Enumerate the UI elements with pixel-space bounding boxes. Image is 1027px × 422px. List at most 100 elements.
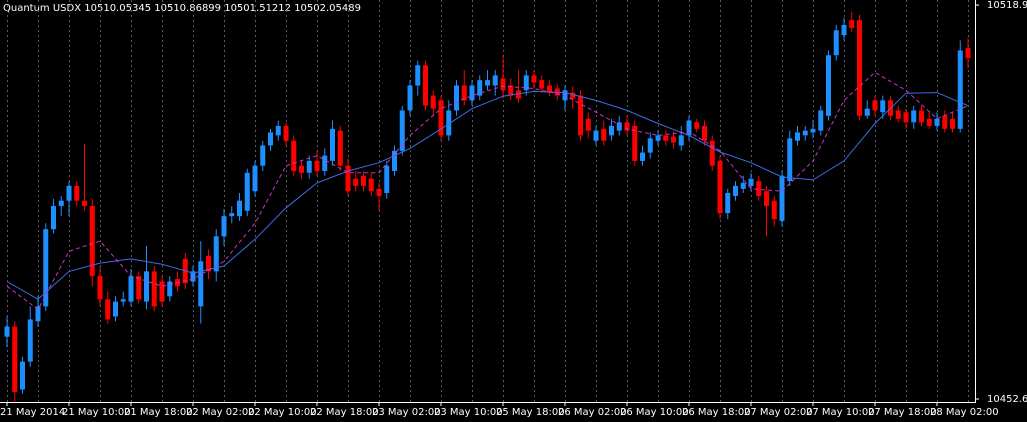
x-tick-label: 26 May 18:00 xyxy=(682,407,751,418)
candle-body xyxy=(756,181,762,196)
candle-body xyxy=(903,112,909,123)
x-tick-label: 21 May 18:00 xyxy=(124,407,193,418)
y-tick-label: 10452.6 xyxy=(987,394,1027,405)
candle-body xyxy=(198,261,204,307)
candle-body xyxy=(841,24,847,36)
candle-body xyxy=(4,326,10,337)
candle-body xyxy=(438,100,444,136)
candle-body xyxy=(144,271,149,302)
candle-body xyxy=(384,165,390,193)
candle-body xyxy=(27,319,33,362)
moving-average xyxy=(6,71,969,311)
x-tick-label: 23 May 02:00 xyxy=(372,407,441,418)
candle-body xyxy=(446,110,452,136)
candle-body xyxy=(934,118,940,126)
candle-body xyxy=(20,361,25,390)
candle-body xyxy=(694,122,700,129)
candle-body xyxy=(717,160,723,214)
candle-body xyxy=(35,306,41,322)
candle-body xyxy=(764,191,769,207)
x-tick-label: 26 May 02:00 xyxy=(558,407,627,418)
candle-body xyxy=(733,185,738,196)
candle-body xyxy=(942,115,948,129)
candle-body xyxy=(787,138,793,182)
candle-body xyxy=(345,165,351,192)
candle-body xyxy=(376,188,382,196)
candle-body xyxy=(66,185,72,201)
candle-body xyxy=(492,75,498,86)
candle-body xyxy=(151,271,157,307)
candle-body xyxy=(89,206,95,277)
candle-body xyxy=(702,125,707,141)
candle-body xyxy=(547,85,552,93)
x-tick-label: 27 May 18:00 xyxy=(868,407,937,418)
x-tick-label: 27 May 02:00 xyxy=(744,407,813,418)
candle-body xyxy=(407,85,413,111)
candle-body xyxy=(849,20,855,28)
candle-body xyxy=(826,55,831,116)
candle-body xyxy=(919,110,924,123)
candle-body xyxy=(655,135,661,141)
candle-body xyxy=(314,160,320,172)
candle-body xyxy=(74,185,80,201)
candle-body xyxy=(128,276,134,302)
candle-body xyxy=(113,301,118,317)
candle-body xyxy=(330,128,335,161)
candle-body xyxy=(872,100,878,111)
candle-body xyxy=(454,85,459,111)
candle-body xyxy=(647,138,653,153)
candle-body xyxy=(616,122,622,131)
candle-body xyxy=(252,165,258,192)
candle-body xyxy=(624,122,630,131)
chart-title: Quantum USDX 10510.05345 10510.86899 105… xyxy=(3,3,361,14)
candle-body xyxy=(353,178,359,186)
candle-body xyxy=(136,276,142,300)
x-tick-label: 26 May 10:00 xyxy=(620,407,689,418)
candle-body xyxy=(601,128,607,141)
candle-body xyxy=(213,236,219,272)
candle-body xyxy=(709,140,715,166)
candle-body xyxy=(523,75,529,91)
x-tick-label: 22 May 18:00 xyxy=(310,407,379,418)
candle-body xyxy=(392,150,397,172)
candle-body xyxy=(748,178,754,186)
candle-body xyxy=(802,130,808,136)
candle-body xyxy=(51,206,56,230)
candle-body xyxy=(671,136,676,143)
candle-body xyxy=(368,178,374,192)
candle-body xyxy=(663,135,669,141)
candle-body xyxy=(950,118,955,129)
candle-body xyxy=(570,92,576,99)
candle-body xyxy=(609,125,614,136)
candle-body xyxy=(926,118,932,126)
candle-body xyxy=(306,160,312,173)
candle-body xyxy=(477,80,483,96)
candle-body xyxy=(508,85,514,96)
candle-body xyxy=(190,271,196,282)
candle-body xyxy=(585,118,591,131)
candle-body xyxy=(423,65,428,106)
candle-body xyxy=(957,50,963,129)
candle-body xyxy=(678,135,684,146)
candle-body xyxy=(725,192,731,214)
candle-body xyxy=(795,132,800,141)
candle-body xyxy=(485,80,490,86)
candle-body xyxy=(167,281,173,297)
candle-body xyxy=(299,165,304,173)
candle-body xyxy=(880,100,886,113)
candle-body xyxy=(58,200,64,207)
candle-body xyxy=(771,200,777,220)
candle-body xyxy=(337,130,343,166)
candle-body xyxy=(779,175,785,221)
candle-body xyxy=(640,152,645,161)
x-tick-label: 23 May 10:00 xyxy=(434,407,503,418)
candle-body xyxy=(260,145,266,166)
candle-body xyxy=(864,108,870,116)
candle-body xyxy=(322,155,328,172)
candle-body xyxy=(965,48,971,59)
x-tick-label: 25 May 18:00 xyxy=(496,407,565,418)
candle-body xyxy=(500,78,506,91)
candle-body xyxy=(469,85,475,101)
